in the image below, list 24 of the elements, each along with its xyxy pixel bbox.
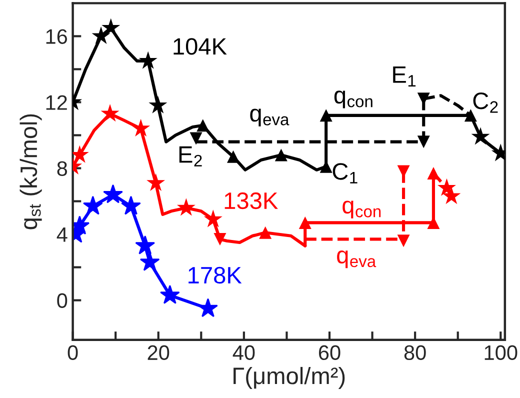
- y-tick-label: 0: [57, 293, 68, 308]
- series-label: E$_{1}$: [393, 66, 416, 86]
- y-axis-title: q$_{st}$ (kJ/mol): [20, 114, 42, 230]
- x-tick-label: 20: [148, 345, 170, 360]
- series-label: q$_{con}$: [334, 90, 372, 108]
- y-tick-label: 4: [56, 227, 68, 242]
- y-tick-label: 12: [46, 95, 67, 110]
- x-tick-label: 60: [318, 345, 340, 360]
- series-label: q$_{con}$: [342, 200, 381, 218]
- series-label: q$_{eva}$: [250, 108, 290, 126]
- x-tick-label: 100: [484, 345, 518, 360]
- series-label: 178K: [188, 266, 242, 284]
- series-label: C$_{1}$: [332, 163, 358, 184]
- series-label: E$_{2}$: [179, 146, 202, 166]
- series-label: 104K: [174, 38, 227, 55]
- y-tick-label: 8: [57, 161, 68, 176]
- y-tick-label: 16: [46, 29, 68, 44]
- series-label: q$_{eva}$: [337, 250, 376, 268]
- series-label: C$_{2}$: [473, 92, 498, 113]
- x-axis-title: Γ(μmol/m²): [234, 366, 345, 389]
- x-tick-label: 80: [404, 345, 426, 360]
- x-tick-label: 0: [68, 345, 78, 360]
- x-tick-label: 40: [232, 345, 255, 360]
- series-label: 133K: [224, 192, 278, 210]
